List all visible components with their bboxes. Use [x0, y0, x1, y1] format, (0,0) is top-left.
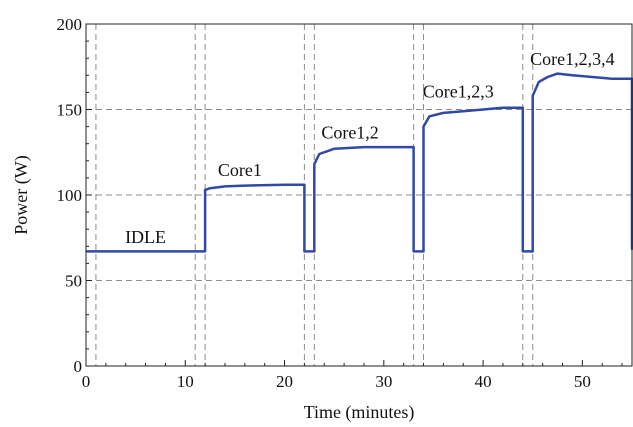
phase-annotation: Core1,2,3 — [423, 82, 494, 102]
x-tick-label: 50 — [574, 372, 591, 391]
x-tick-label: 30 — [375, 372, 392, 391]
y-tick-label: 0 — [74, 357, 83, 376]
phase-annotation: IDLE — [125, 227, 166, 247]
y-axis-label: Power (W) — [11, 155, 32, 234]
x-axis-label: Time (minutes) — [304, 402, 415, 423]
x-tick-label: 10 — [177, 372, 194, 391]
x-tick-label: 20 — [276, 372, 293, 391]
series-layer — [86, 74, 632, 252]
power-series-line — [86, 74, 632, 252]
phase-annotation: Core1,2 — [321, 123, 379, 143]
y-tick-label: 150 — [57, 101, 83, 120]
y-tick-label: 200 — [57, 15, 83, 34]
y-tick-label: 50 — [65, 272, 82, 291]
x-tick-label: 0 — [82, 372, 91, 391]
tick-labels: 0 10 20 30 40 50 0 50 100 150 200 — [57, 15, 591, 391]
x-tick-label: 40 — [475, 372, 492, 391]
phase-annotation: Core1,2,3,4 — [530, 49, 615, 69]
phase-annotation: Core1 — [218, 160, 262, 180]
y-tick-label: 100 — [57, 186, 83, 205]
